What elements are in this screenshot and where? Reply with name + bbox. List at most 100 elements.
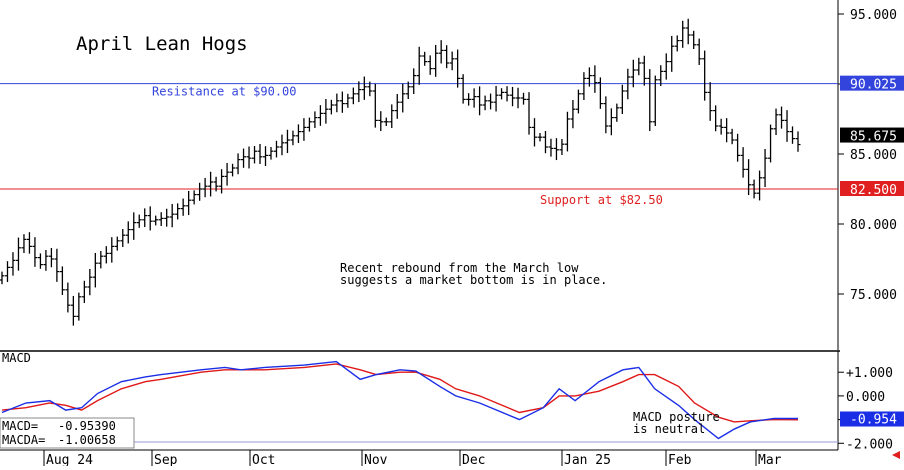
price-bar	[98, 250, 104, 269]
price-bar	[147, 206, 153, 231]
price-bar	[263, 146, 269, 167]
price-bar	[202, 177, 208, 198]
price-bar	[4, 261, 10, 283]
price-tick-label: 75.000	[850, 288, 897, 303]
price-bar	[488, 93, 494, 110]
price-bar	[339, 91, 345, 113]
price-bar	[290, 130, 296, 146]
price-bar	[515, 87, 521, 109]
price-bar	[257, 143, 263, 165]
price-bar	[306, 117, 312, 132]
price-bar	[548, 138, 554, 157]
price-bar	[438, 40, 444, 64]
price-bar	[433, 44, 439, 77]
price-bar	[795, 131, 801, 152]
price-bar	[757, 170, 763, 201]
price-bar	[455, 49, 461, 88]
last-price-axis-value: 85.675	[850, 130, 897, 145]
price-bar	[230, 163, 236, 177]
price-bar	[323, 98, 329, 124]
price-bar	[559, 138, 565, 156]
price-bar	[702, 50, 708, 101]
price-bar	[76, 292, 82, 321]
price-bar	[416, 46, 422, 85]
price-bar	[427, 55, 433, 75]
price-bar	[142, 208, 148, 228]
x-tick-label: Jan 25	[564, 453, 611, 466]
price-bar	[636, 57, 642, 76]
price-bar	[564, 111, 570, 152]
price-bar	[691, 30, 697, 49]
price-bar	[735, 133, 741, 162]
price-bar	[614, 103, 620, 122]
price-bar	[65, 282, 71, 313]
price-bar	[164, 208, 170, 227]
price-bar	[504, 86, 510, 102]
resistance-label: Resistance at $90.00	[152, 85, 297, 99]
macd-readout-macda-value: -1.00658	[58, 433, 116, 447]
price-bar	[252, 145, 258, 164]
x-tick-label: Feb	[668, 453, 692, 466]
support-axis-value: 82.500	[850, 183, 897, 198]
price-bar	[603, 96, 609, 134]
price-bar	[372, 83, 378, 128]
chart-title: April Lean Hogs	[76, 33, 248, 55]
price-bar	[0, 271, 5, 285]
price-bar	[389, 104, 395, 129]
price-bar	[328, 99, 334, 115]
price-bar	[400, 83, 406, 113]
price-bar	[383, 117, 389, 126]
price-bar	[87, 268, 93, 296]
price-bar	[367, 81, 373, 97]
price-bar	[81, 280, 87, 304]
price-bar	[768, 124, 774, 163]
support-axis-box	[840, 181, 904, 196]
support-label: Support at $82.50	[540, 193, 663, 207]
macd-tick-label: +1.000	[846, 366, 893, 381]
price-bars	[0, 18, 801, 326]
price-tick-label: 80.000	[850, 218, 897, 233]
scroll-arrow-icon[interactable]	[892, 451, 900, 459]
price-bar	[499, 88, 505, 100]
x-tick-label: Oct	[252, 453, 275, 466]
macd-tick-label: 0.000	[846, 390, 885, 405]
price-bar	[37, 253, 43, 269]
price-bar	[356, 81, 362, 103]
price-bar	[273, 140, 279, 158]
price-bar	[658, 65, 664, 87]
macd-tick-label: -2.000	[846, 437, 893, 452]
price-bar	[696, 38, 702, 66]
price-bar	[724, 118, 730, 143]
price-bar	[713, 105, 719, 132]
price-bar	[531, 118, 537, 147]
price-bar	[301, 118, 307, 141]
macd-note-line-1: MACD posture	[633, 410, 720, 424]
price-bar	[394, 93, 400, 119]
price-bar	[136, 214, 142, 228]
price-bar	[553, 138, 559, 161]
x-tick-label: Dec	[462, 453, 485, 466]
price-bar	[224, 162, 230, 186]
price-bar	[647, 69, 653, 132]
price-tick-label: 95.000	[850, 8, 897, 23]
price-bar	[295, 124, 301, 144]
price-bar	[471, 88, 477, 108]
price-bar	[444, 45, 450, 69]
macd-readout-macd-label: MACD=	[2, 419, 38, 433]
price-bar	[597, 77, 603, 109]
x-axis-labels: Aug 24 Sep Oct Nov Dec Jan 25 Feb Mar	[43, 450, 782, 468]
price-bar	[570, 99, 576, 129]
price-bar	[208, 171, 214, 197]
price-bar	[477, 86, 483, 116]
price-bar	[59, 266, 65, 296]
price-bar	[449, 51, 455, 71]
macd-signal-line	[1, 363, 799, 423]
price-bar	[32, 237, 38, 267]
price-bar	[751, 179, 757, 199]
price-bar	[317, 105, 323, 126]
price-bar	[521, 92, 527, 105]
price-bar	[581, 72, 587, 101]
price-bar	[630, 59, 636, 88]
